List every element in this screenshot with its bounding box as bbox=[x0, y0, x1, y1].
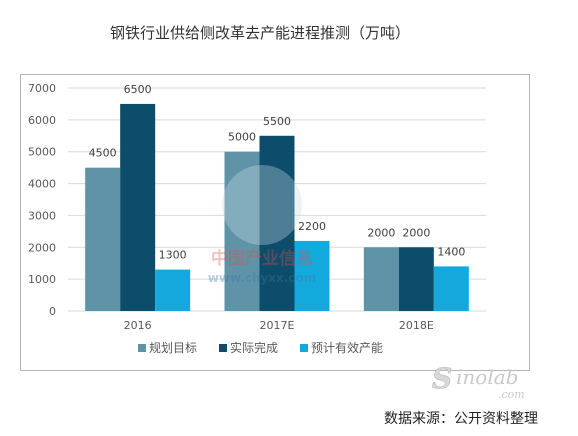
legend: 规划目标 实际完成 预计有效产能 bbox=[138, 340, 383, 355]
sinolab-logo: S inolab .com bbox=[432, 362, 525, 401]
svg-text:inolab: inolab bbox=[456, 365, 518, 389]
svg-text:.com: .com bbox=[498, 388, 525, 401]
data-label: 1400 bbox=[437, 245, 465, 258]
bar bbox=[433, 266, 469, 311]
y-tick-label: 3000 bbox=[28, 209, 56, 222]
source-note: 数据来源：公开资料整理 bbox=[384, 411, 538, 427]
data-label: 6500 bbox=[124, 83, 152, 96]
bar bbox=[363, 247, 399, 311]
data-label: 4500 bbox=[89, 147, 117, 160]
y-tick-label: 5000 bbox=[28, 146, 56, 159]
y-tick-label: 2000 bbox=[28, 241, 56, 254]
bar bbox=[398, 247, 434, 311]
y-axis-ticks: 0 1000 2000 3000 4000 5000 6000 7000 bbox=[28, 82, 56, 318]
y-tick-label: 7000 bbox=[28, 82, 56, 95]
watermark-circle bbox=[222, 165, 302, 245]
bar bbox=[120, 103, 156, 311]
bar bbox=[294, 240, 330, 311]
legend-label: 实际完成 bbox=[230, 340, 278, 355]
y-tick-label: 4000 bbox=[28, 178, 56, 191]
data-label: 5500 bbox=[263, 115, 291, 128]
svg-text:S: S bbox=[432, 362, 452, 395]
legend-label: 规划目标 bbox=[149, 340, 197, 355]
bar bbox=[224, 151, 260, 311]
legend-swatch bbox=[138, 344, 146, 352]
x-axis-ticks: 2016 2017E 2018E bbox=[124, 319, 434, 332]
x-tick-label: 2016 bbox=[124, 319, 152, 332]
data-label: 2000 bbox=[402, 226, 430, 239]
data-label: 5000 bbox=[228, 131, 256, 144]
data-label: 2000 bbox=[367, 226, 395, 239]
y-tick-label: 1000 bbox=[28, 273, 56, 286]
bar bbox=[155, 269, 191, 311]
y-tick-label: 6000 bbox=[28, 114, 56, 127]
bars bbox=[85, 103, 469, 311]
bar bbox=[259, 135, 295, 311]
data-labels: 4500 6500 1300 5000 5500 2200 2000 2000 1400 bbox=[89, 83, 466, 262]
center-watermark: 中国产业信息 www.chyxx.com bbox=[208, 165, 316, 285]
watermark-url-text: www.chyxx.com bbox=[208, 271, 316, 285]
y-tick-label: 0 bbox=[49, 305, 56, 318]
data-label: 2200 bbox=[298, 220, 326, 233]
x-tick-label: 2018E bbox=[399, 319, 434, 332]
legend-swatch bbox=[300, 344, 308, 352]
legend-swatch bbox=[219, 344, 227, 352]
x-tick-label: 2017E bbox=[260, 319, 295, 332]
watermark-cn-text: 中国产业信息 bbox=[211, 248, 313, 269]
legend-label: 预计有效产能 bbox=[311, 340, 383, 355]
bar bbox=[85, 167, 121, 311]
chart-frame bbox=[20, 74, 530, 371]
data-label: 1300 bbox=[159, 249, 187, 262]
chart-title: 钢铁行业供给侧改革去产能进程推测（万吨） bbox=[109, 24, 410, 42]
